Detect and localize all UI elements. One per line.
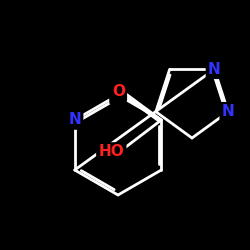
Text: N: N — [222, 104, 234, 119]
Text: N: N — [112, 88, 124, 102]
Text: N: N — [208, 62, 221, 77]
Text: O: O — [112, 84, 125, 100]
Text: HO: HO — [98, 144, 124, 160]
Text: N: N — [68, 112, 81, 128]
